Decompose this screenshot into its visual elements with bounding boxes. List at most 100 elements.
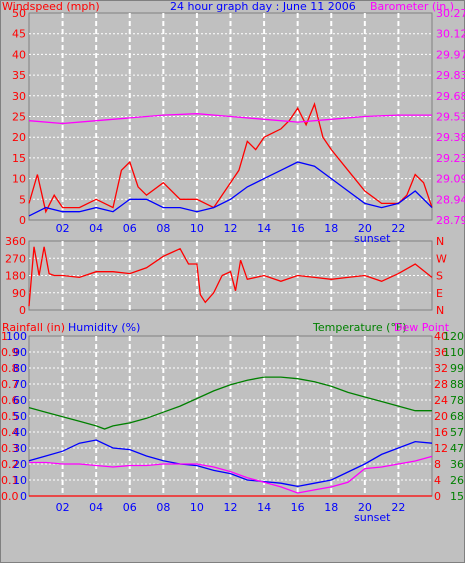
wind-gust-line: [28, 102, 433, 214]
baro-tick-label: 29.38: [436, 131, 465, 144]
humidity-tick-label: 50: [13, 410, 27, 423]
dir-tick-label: 180: [5, 270, 26, 283]
celsius-tick-label: 4: [434, 474, 441, 487]
wind-tick-label: 30: [12, 90, 26, 103]
baro-tick-label: 28.94: [436, 193, 465, 206]
humidity-tick-label: 0: [20, 490, 27, 503]
x-tick-label-bottom: 04: [89, 501, 103, 514]
celsius-tick-label: 12: [434, 442, 448, 455]
wind-tick-label: 10: [12, 173, 26, 186]
celsius-tick-label: 40: [434, 330, 448, 343]
wind-tick-label: 40: [12, 48, 26, 61]
baro-tick-label: 28.79: [436, 214, 465, 227]
fahrenheit-tick-label: 110: [443, 346, 464, 359]
wind-tick-label: 15: [12, 152, 26, 165]
dir-tick-label: 0: [19, 304, 26, 317]
x-tick-label-top: 02: [56, 222, 70, 235]
fahrenheit-tick-label: 120: [443, 330, 464, 343]
x-tick-label-top: 16: [291, 222, 305, 235]
x-tick-label-top: 14: [257, 222, 271, 235]
graph-title: 24 hour graph day : June 11 2006: [170, 0, 356, 13]
x-tick-label-top: 04: [89, 222, 103, 235]
temperature-line: [28, 376, 432, 430]
x-tick-label-top: 12: [224, 222, 238, 235]
x-tick-label-top: 06: [123, 222, 137, 235]
wind-direction-line: [28, 246, 433, 307]
sunset-label-bottom: sunset: [354, 511, 391, 524]
rain-tick-label: 0.2: [1, 458, 19, 471]
grid-lines: [29, 13, 432, 496]
humidity-label: Humidity (%): [68, 321, 140, 334]
x-tick-label-bottom: 20: [358, 501, 372, 514]
fahrenheit-tick-label: 26: [450, 474, 464, 487]
baro-tick-label: 30.12: [436, 28, 465, 41]
dir-tick-label: 270: [5, 252, 26, 265]
compass-tick-label: W: [436, 252, 447, 265]
celsius-tick-label: 24: [434, 394, 448, 407]
rain-tick-label: 0.3: [1, 442, 19, 455]
series-lines: [28, 102, 433, 497]
humidity-tick-label: 70: [13, 378, 27, 391]
axis-labels: 0202040406060808101012121414161618182020…: [1, 7, 465, 514]
baro-tick-label: 29.68: [436, 90, 465, 103]
x-tick-label-bottom: 06: [123, 501, 137, 514]
celsius-tick-label: 28: [434, 378, 448, 391]
fahrenheit-tick-label: 88: [450, 378, 464, 391]
baro-tick-label: 29.23: [436, 152, 465, 165]
x-tick-label-bottom: 10: [190, 501, 204, 514]
baro-tick-label: 30.27: [436, 7, 465, 20]
sunset-label-top: sunset: [354, 232, 391, 245]
celsius-tick-label: 20: [434, 410, 448, 423]
x-tick-label-top: 22: [391, 222, 405, 235]
compass-tick-label: S: [436, 270, 443, 283]
dewpoint-line: [29, 455, 433, 494]
humidity-line: [28, 439, 433, 488]
rain-tick-label: 0.0: [1, 490, 19, 503]
compass-tick-label: N: [436, 235, 444, 248]
rain-tick-label: 0.4: [1, 426, 19, 439]
dir-tick-label: 90: [12, 287, 26, 300]
rainfall-label: Rainfall (in): [2, 321, 65, 334]
rain-tick-label: 0.1: [1, 474, 19, 487]
humidity-tick-label: 30: [13, 442, 27, 455]
celsius-tick-label: 36: [434, 346, 448, 359]
celsius-tick-label: 16: [434, 426, 448, 439]
x-tick-label-bottom: 18: [324, 501, 338, 514]
wind-avg-line: [28, 161, 433, 217]
baro-tick-label: 29.97: [436, 48, 465, 61]
celsius-tick-label: 0: [434, 490, 441, 503]
dir-tick-label: 360: [5, 235, 26, 248]
humidity-tick-label: 20: [13, 458, 27, 471]
fahrenheit-tick-label: 15: [450, 490, 464, 503]
wind-tick-label: 45: [12, 28, 26, 41]
dewpoint-label: Dew Point: [394, 321, 450, 334]
compass-tick-label: E: [436, 287, 443, 300]
rain-tick-label: 1: [1, 330, 8, 343]
wind-tick-label: 25: [12, 111, 26, 124]
fahrenheit-tick-label: 47: [450, 442, 464, 455]
compass-tick-label: N: [436, 304, 444, 317]
rain-tick-label: 0.9: [1, 346, 19, 359]
rain-tick-label: 0.5: [1, 410, 19, 423]
barometer-label: Barometer (in.): [370, 0, 454, 13]
x-tick-label-bottom: 08: [156, 501, 170, 514]
wind-tick-label: 35: [12, 69, 26, 82]
fahrenheit-tick-label: 78: [450, 394, 464, 407]
humidity-tick-label: 40: [13, 426, 27, 439]
humidity-tick-label: 80: [13, 362, 27, 375]
barometer-line: [28, 113, 432, 125]
humidity-tick-label: 60: [13, 394, 27, 407]
baro-tick-label: 29.83: [436, 69, 465, 82]
x-tick-label-top: 18: [324, 222, 338, 235]
wind-tick-label: 50: [12, 7, 26, 20]
rain-tick-label: 0.7: [1, 378, 19, 391]
rain-tick-label: 0.6: [1, 394, 19, 407]
wind-tick-label: 0: [19, 214, 26, 227]
x-tick-label-bottom: 12: [224, 501, 238, 514]
x-tick-label-top: 08: [156, 222, 170, 235]
fahrenheit-tick-label: 36: [450, 458, 464, 471]
fahrenheit-tick-label: 57: [450, 426, 464, 439]
wind-tick-label: 20: [12, 131, 26, 144]
